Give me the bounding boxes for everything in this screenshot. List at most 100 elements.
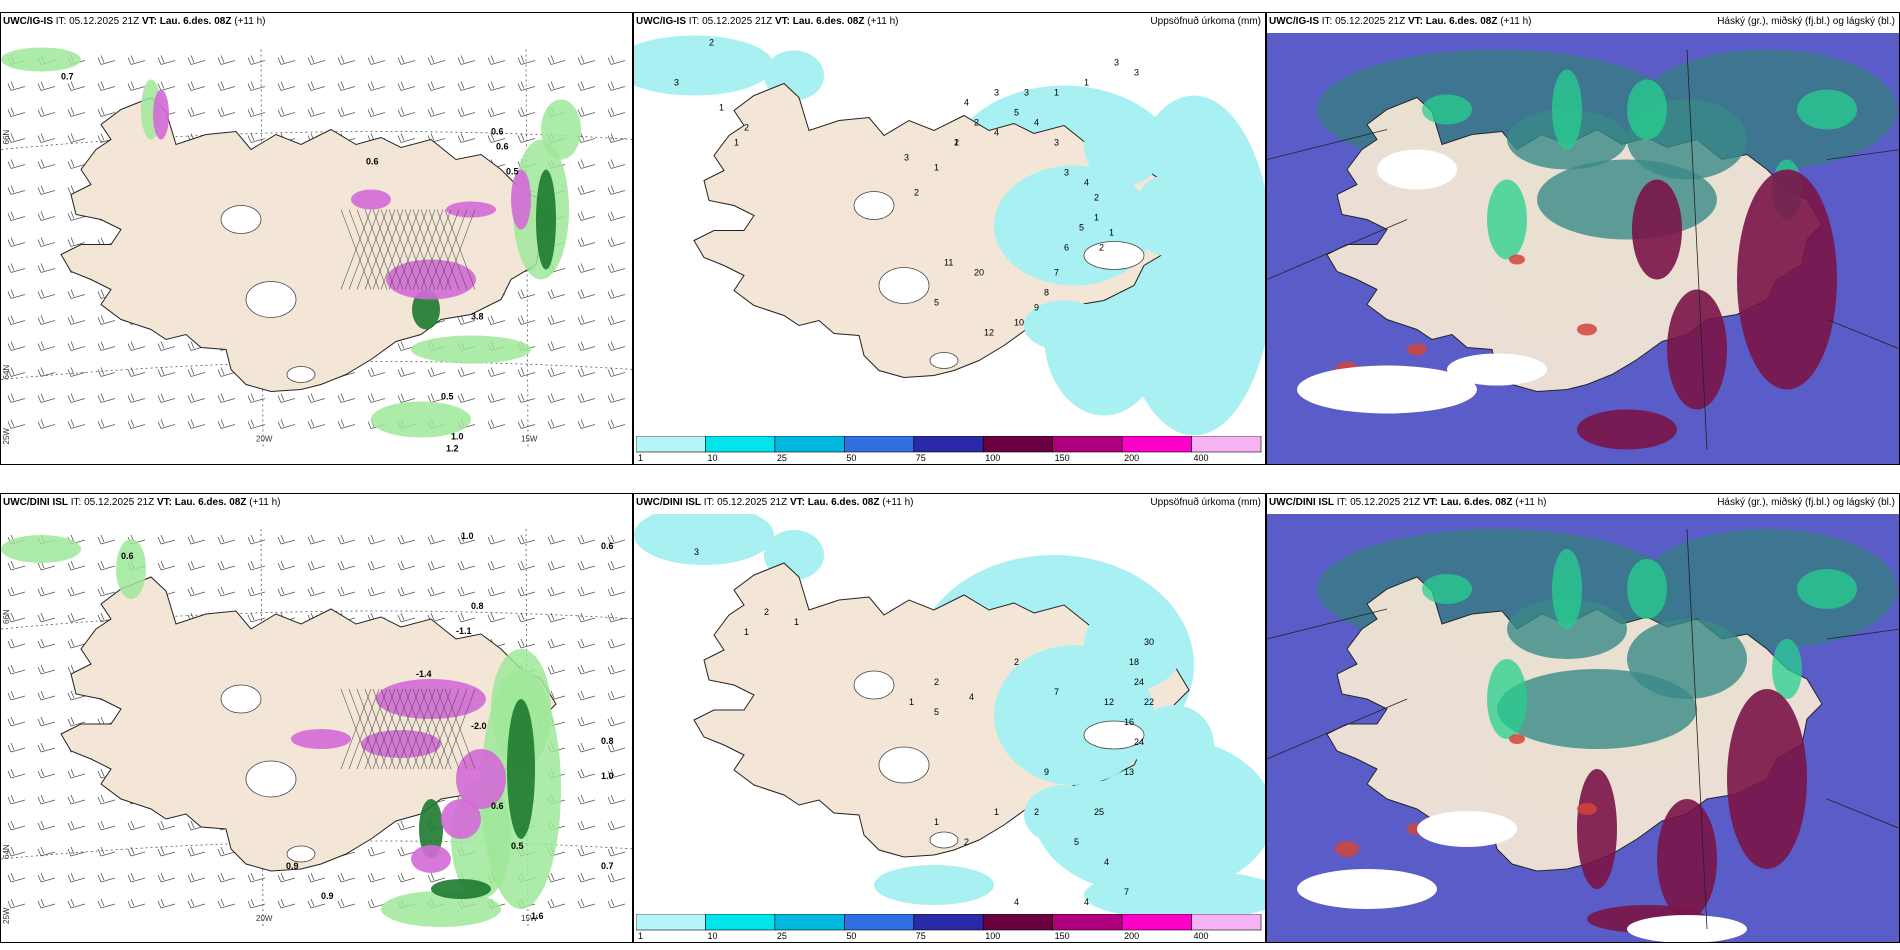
wind-barb [427, 393, 446, 403]
wind-barb [7, 794, 26, 805]
longitude-label: 20W [256, 914, 273, 923]
wind-barb [67, 638, 86, 649]
wind-barb [337, 872, 356, 883]
snow-area [351, 189, 391, 210]
hatch-line [428, 688, 460, 770]
wind-barb [607, 872, 626, 883]
wind-barb [97, 560, 116, 571]
wind-barb [247, 898, 266, 909]
wind-barb [607, 768, 626, 779]
wind-barb [607, 185, 626, 195]
wind-barb [277, 872, 296, 883]
wind-barb [7, 185, 26, 195]
wind-barb [67, 393, 86, 403]
wind-barb [157, 367, 176, 377]
precip-value-label: 2 [934, 677, 939, 687]
wind-barb [67, 81, 86, 91]
hatch-line [412, 209, 444, 290]
hatch-line [348, 688, 380, 770]
wind-barb [607, 367, 626, 377]
wind-barb [67, 560, 86, 571]
wind-barb [7, 898, 26, 909]
wind-barb [457, 534, 476, 545]
snow-area [446, 201, 496, 218]
wind-barb [7, 612, 26, 623]
wind-barb [397, 367, 416, 377]
precip-value-label: 1 [1084, 78, 1089, 88]
iceland-land [60, 576, 557, 872]
lat-line [1, 610, 632, 630]
precip-area [874, 865, 994, 905]
precip-area-dark [419, 799, 443, 859]
wind-barb [217, 534, 236, 545]
wind-barb [307, 393, 326, 403]
precip-value-label: 25 [1094, 807, 1104, 817]
precip-area [1084, 600, 1184, 690]
wind-temperature-map: 0.7 0.6 0.6 0.6 0.5 1.0 1.2 0.5 3.8 20W 15W 66N 64N 2… [1, 33, 632, 464]
glacier [286, 366, 316, 383]
precip-value-label: 2 [964, 837, 969, 847]
panel-bottom-right: UWC/DINI ISL IT: 05.12.2025 21Z VT: Lau.… [1266, 493, 1900, 943]
wind-barb [577, 341, 596, 351]
temperature-label: 0.6 [491, 801, 504, 811]
wind-barb [397, 560, 416, 571]
precip-area-light [1, 47, 81, 72]
temperature-label: 0.5 [511, 841, 524, 851]
wind-barb [577, 872, 596, 883]
longitude-label: 20W [256, 435, 273, 444]
colorbar-tick-label: 400 [1194, 931, 1209, 940]
wind-barb [337, 560, 356, 571]
wind-barb [157, 55, 176, 65]
panel-title: UWC/DINI ISL IT: 05.12.2025 21Z VT: Lau.… [3, 497, 281, 508]
wind-barb [97, 846, 116, 857]
clear-sky [1417, 811, 1517, 847]
hatch-line [348, 209, 380, 290]
panel-title: UWC/IG-IS IT: 05.12.2025 21Z VT: Lau. 6.… [1269, 16, 1532, 27]
precip-value-label: 2 [914, 188, 919, 198]
wind-barb [487, 560, 506, 571]
wind-barb [247, 133, 266, 143]
wind-barb [7, 341, 26, 351]
hatch-line [404, 688, 436, 770]
hatch-line [380, 209, 412, 290]
precip-area [1024, 300, 1104, 351]
wind-barb [37, 898, 56, 909]
wind-barb [517, 638, 536, 649]
colorbar-tick-label: 25 [777, 931, 787, 940]
hatch-line [340, 688, 372, 770]
wind-barb [577, 393, 596, 403]
wind-barb [7, 716, 26, 727]
wind-barb [397, 872, 416, 883]
precip-value-label: 1 [719, 103, 724, 113]
wind-barb [577, 612, 596, 623]
wind-barb [397, 612, 416, 623]
precip-area-dark [507, 699, 535, 839]
colorbar-segment [705, 914, 776, 931]
wind-barb [457, 55, 476, 65]
precip-value-label: 11 [944, 258, 953, 268]
wind-barb [127, 393, 146, 403]
precip-value-label: 7 [1054, 268, 1059, 278]
wind-barb [67, 211, 86, 221]
high-cloud [1727, 689, 1807, 869]
wind-temperature-map: 0.6 1.0 0.6 0.8 -1.1 -1.4 -2.0 0.5 0.6 0.9 0.8 1.0 0… [1, 514, 632, 942]
high-cloud [1737, 169, 1837, 390]
temperature-label: 0.7 [61, 72, 74, 82]
low-cloud [1422, 94, 1472, 125]
wind-barb [37, 794, 56, 805]
wind-barb [367, 81, 386, 91]
wind-barb [37, 716, 56, 727]
colorbar-tick-label: 1 [638, 453, 643, 462]
wind-barb [547, 341, 566, 351]
precip-value-label: 4 [1084, 897, 1089, 907]
wind-barb [97, 898, 116, 909]
hatch-line [404, 209, 436, 290]
glacier [1083, 720, 1145, 750]
wind-barb [337, 393, 356, 403]
wind-barb [487, 612, 506, 623]
high-cloud [1577, 769, 1617, 889]
colorbar-segment [1052, 914, 1123, 931]
wind-barb [487, 107, 506, 117]
